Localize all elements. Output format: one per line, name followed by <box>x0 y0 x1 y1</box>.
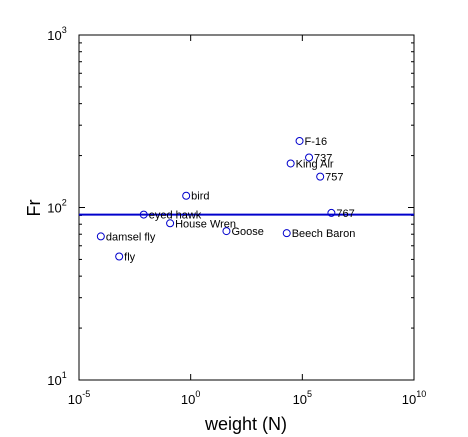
x-tick-label: 10-5 <box>68 389 90 407</box>
point-label: 737 <box>314 152 332 164</box>
data-point <box>295 136 304 145</box>
data-point <box>282 229 291 238</box>
point-label: F-16 <box>305 136 328 148</box>
data-point <box>139 210 148 219</box>
x-tick-label: 105 <box>293 389 312 407</box>
point-label: bird <box>191 191 209 203</box>
plot-area <box>78 34 415 381</box>
data-point <box>182 191 191 200</box>
point-label: Beech Baron <box>292 228 356 240</box>
x-tick-base: 10 <box>293 392 307 407</box>
y-tick-label: 102 <box>47 198 66 216</box>
x-axis-label: weight (N) <box>204 414 287 434</box>
data-point <box>286 159 295 168</box>
point-label: fly <box>124 251 136 263</box>
y-axis-label: Fr <box>24 200 44 217</box>
data-point <box>115 252 124 261</box>
x-tick-exponent: 5 <box>307 389 312 399</box>
y-tick-label: 101 <box>47 370 66 388</box>
x-tick-label: 1010 <box>402 389 426 407</box>
point-label: damsel fly <box>106 231 156 243</box>
y-tick-base: 10 <box>47 201 61 216</box>
data-point <box>96 232 105 241</box>
y-tick-exponent: 1 <box>62 370 67 380</box>
x-tick-base: 10 <box>181 392 195 407</box>
x-tick-exponent: 10 <box>416 389 426 399</box>
data-point <box>305 153 314 162</box>
y-tick-base: 10 <box>47 28 61 43</box>
y-tick-base: 10 <box>47 373 61 388</box>
point-label: Goose <box>231 226 263 238</box>
x-tick-exponent: -5 <box>82 389 90 399</box>
point-label: 767 <box>336 208 354 220</box>
data-point <box>327 208 336 217</box>
y-tick-label: 103 <box>47 25 66 43</box>
point-label: eyed hawk <box>149 210 202 222</box>
y-tick-exponent: 2 <box>62 198 67 208</box>
x-tick-base: 10 <box>402 392 416 407</box>
x-tick-exponent: 0 <box>195 389 200 399</box>
data-point <box>222 227 231 236</box>
x-tick-label: 100 <box>181 389 200 407</box>
x-tick-base: 10 <box>68 392 82 407</box>
data-point <box>166 219 175 228</box>
point-label: House Wren <box>175 218 236 230</box>
data-point <box>316 172 325 181</box>
point-label: 757 <box>325 172 343 184</box>
point-label: King Air <box>296 158 334 170</box>
y-tick-exponent: 3 <box>62 25 67 35</box>
